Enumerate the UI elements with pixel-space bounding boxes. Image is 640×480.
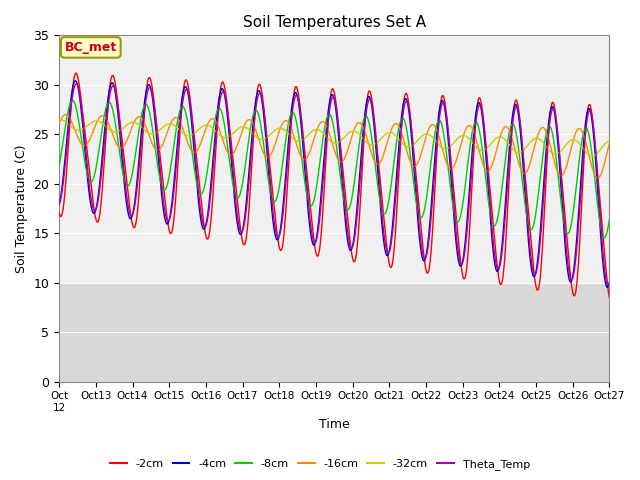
Bar [59, 36, 609, 283]
Legend: -2cm, -4cm, -8cm, -16cm, -32cm, Theta_Temp: -2cm, -4cm, -8cm, -16cm, -32cm, Theta_Te… [106, 455, 534, 474]
Title: Soil Temperatures Set A: Soil Temperatures Set A [243, 15, 426, 30]
Y-axis label: Soil Temperature (C): Soil Temperature (C) [15, 144, 28, 273]
Bar [59, 283, 609, 382]
Text: BC_met: BC_met [65, 41, 117, 54]
X-axis label: Time: Time [319, 419, 349, 432]
